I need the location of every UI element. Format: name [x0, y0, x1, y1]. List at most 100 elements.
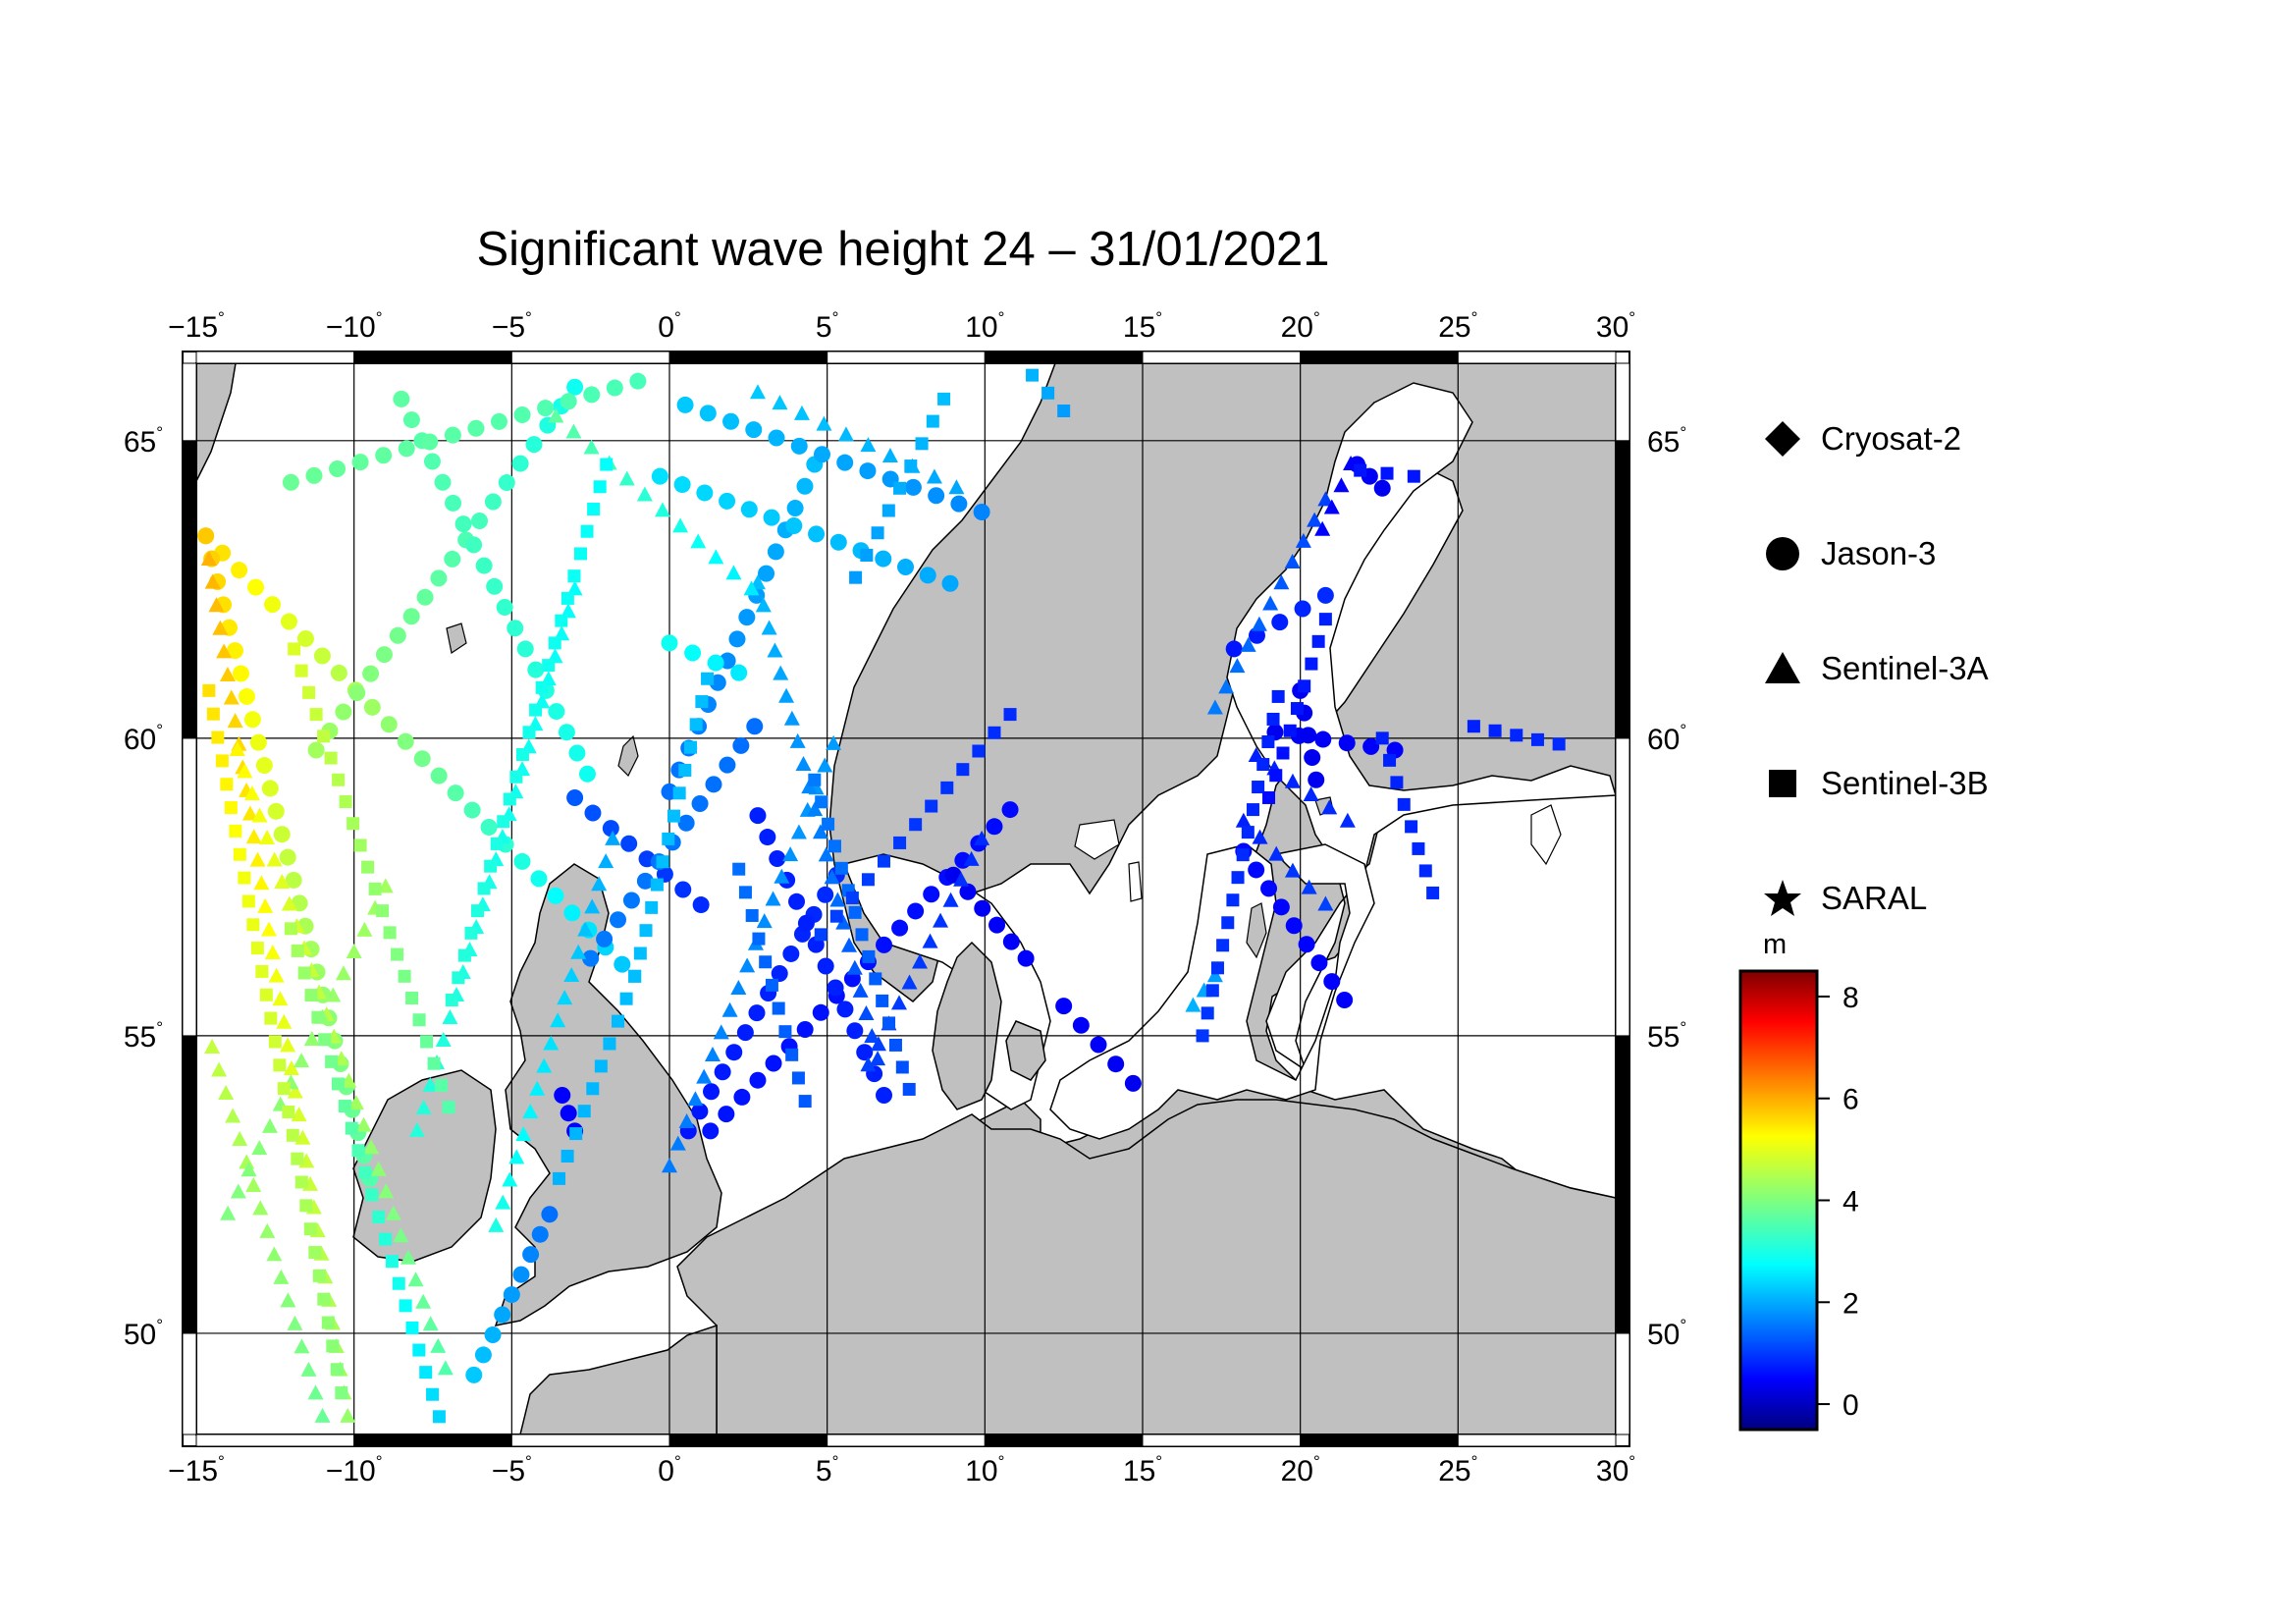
colorbar-unit: m: [1763, 929, 1788, 960]
axis-tick-label: −15°: [168, 308, 225, 344]
data-point-circle: [629, 372, 647, 390]
data-point-circle: [1248, 861, 1265, 879]
data-point-square: [904, 460, 918, 473]
data-point-triangle: [1303, 786, 1319, 802]
data-point-square: [772, 1001, 785, 1015]
data-point-circle: [897, 558, 915, 575]
data-point-triangle: [829, 892, 846, 907]
data-point-square: [309, 708, 323, 722]
data-point-circle: [986, 818, 1003, 836]
data-point-triangle: [249, 851, 266, 867]
satellite-legend: Cryosat-2 Jason-3 Sentinel-3A Sentinel-3…: [1762, 381, 1989, 955]
data-point-circle: [1001, 801, 1019, 819]
data-point-triangle: [287, 1083, 303, 1099]
data-point-circle: [513, 852, 531, 870]
data-point-square: [586, 1082, 600, 1096]
frame-segment-right: [1615, 362, 1630, 442]
data-point-square: [902, 1082, 916, 1096]
data-point-circle: [759, 829, 776, 846]
data-point-square: [956, 763, 970, 777]
data-point-square: [814, 928, 828, 942]
data-point-triangle: [826, 734, 842, 750]
data-point-triangle: [790, 824, 807, 839]
land-continent: [676, 1099, 1616, 1434]
axis-tick-label: 20°: [1281, 1452, 1320, 1488]
data-point-circle: [856, 1044, 874, 1061]
data-point-circle: [684, 644, 702, 662]
data-point-circle: [876, 936, 893, 953]
data-point-triangle: [218, 1085, 235, 1101]
data-point-circle: [421, 433, 439, 451]
data-point-square: [937, 392, 951, 406]
legend-label: Cryosat-2: [1821, 419, 1962, 457]
data-point-triangle: [672, 517, 689, 533]
data-point-triangle: [756, 913, 773, 929]
data-point-square: [1256, 758, 1270, 772]
data-point-circle: [797, 914, 815, 932]
data-point-square: [1426, 886, 1440, 899]
data-point-triangle: [355, 1116, 372, 1132]
data-point-square: [399, 1299, 412, 1313]
data-point-square: [432, 1410, 446, 1424]
data-point-triangle: [858, 1004, 875, 1020]
data-point-square: [312, 1269, 326, 1282]
data-point-square: [845, 891, 859, 904]
data-point-square: [569, 1127, 583, 1141]
data-point-square: [1305, 657, 1318, 671]
data-point-square: [861, 873, 875, 887]
data-point-circle: [1225, 640, 1243, 658]
data-point-circle: [1260, 880, 1278, 897]
data-point-circle: [480, 819, 498, 837]
data-point-triangle: [435, 1031, 452, 1047]
data-point-circle: [941, 574, 959, 592]
axis-tick-label: 10°: [965, 308, 1004, 344]
data-point-square: [1261, 734, 1275, 748]
data-point-square: [1221, 916, 1235, 930]
data-point-square: [808, 773, 822, 786]
data-point-circle: [622, 892, 640, 909]
data-point-circle: [238, 687, 255, 705]
axis-tick-label: 65°: [1647, 423, 1686, 459]
data-point-square: [317, 730, 331, 743]
data-point-circle: [785, 517, 803, 535]
data-point-triangle: [550, 1012, 566, 1028]
data-point-circle: [498, 474, 515, 492]
data-point-circle: [397, 732, 414, 750]
data-point-square: [490, 837, 504, 850]
data-point-square: [925, 799, 938, 813]
data-point-square: [1205, 984, 1219, 998]
data-point-circle: [231, 562, 248, 579]
data-point-triangle: [253, 875, 270, 891]
circle-icon: [1766, 536, 1799, 570]
data-point-square: [398, 969, 411, 983]
data-point-triangle: [1240, 636, 1256, 652]
data-point-square: [304, 989, 318, 1002]
data-point-circle: [305, 466, 323, 484]
frame-segment-top: [668, 351, 828, 364]
data-point-square: [778, 1025, 792, 1039]
data-point-circle: [876, 1087, 893, 1105]
data-point-circle: [1323, 973, 1341, 991]
data-point-square: [318, 1033, 332, 1047]
data-point-triangle: [618, 470, 635, 486]
data-point-triangle: [240, 1162, 257, 1177]
data-point-square: [288, 642, 301, 656]
data-point-square: [368, 882, 382, 895]
map-frame: [182, 351, 1630, 1447]
data-point-triangle: [243, 784, 260, 800]
axis-tick-label: 0°: [658, 1452, 681, 1488]
colorbar-ticks: 0 2 4 6 8: [1817, 982, 1859, 1422]
data-point-square: [325, 1055, 339, 1068]
data-point-circle: [1090, 1036, 1107, 1054]
data-point-circle: [445, 494, 462, 512]
data-point-square: [464, 926, 478, 940]
data-point-square: [678, 763, 692, 777]
data-point-square: [656, 855, 669, 869]
data-point-circle: [282, 473, 299, 491]
data-point-square: [895, 1060, 909, 1074]
data-point-square: [311, 1010, 325, 1024]
data-point-circle: [1362, 737, 1380, 755]
data-point-triangle: [560, 603, 576, 619]
frame-segment-top: [984, 351, 1144, 364]
